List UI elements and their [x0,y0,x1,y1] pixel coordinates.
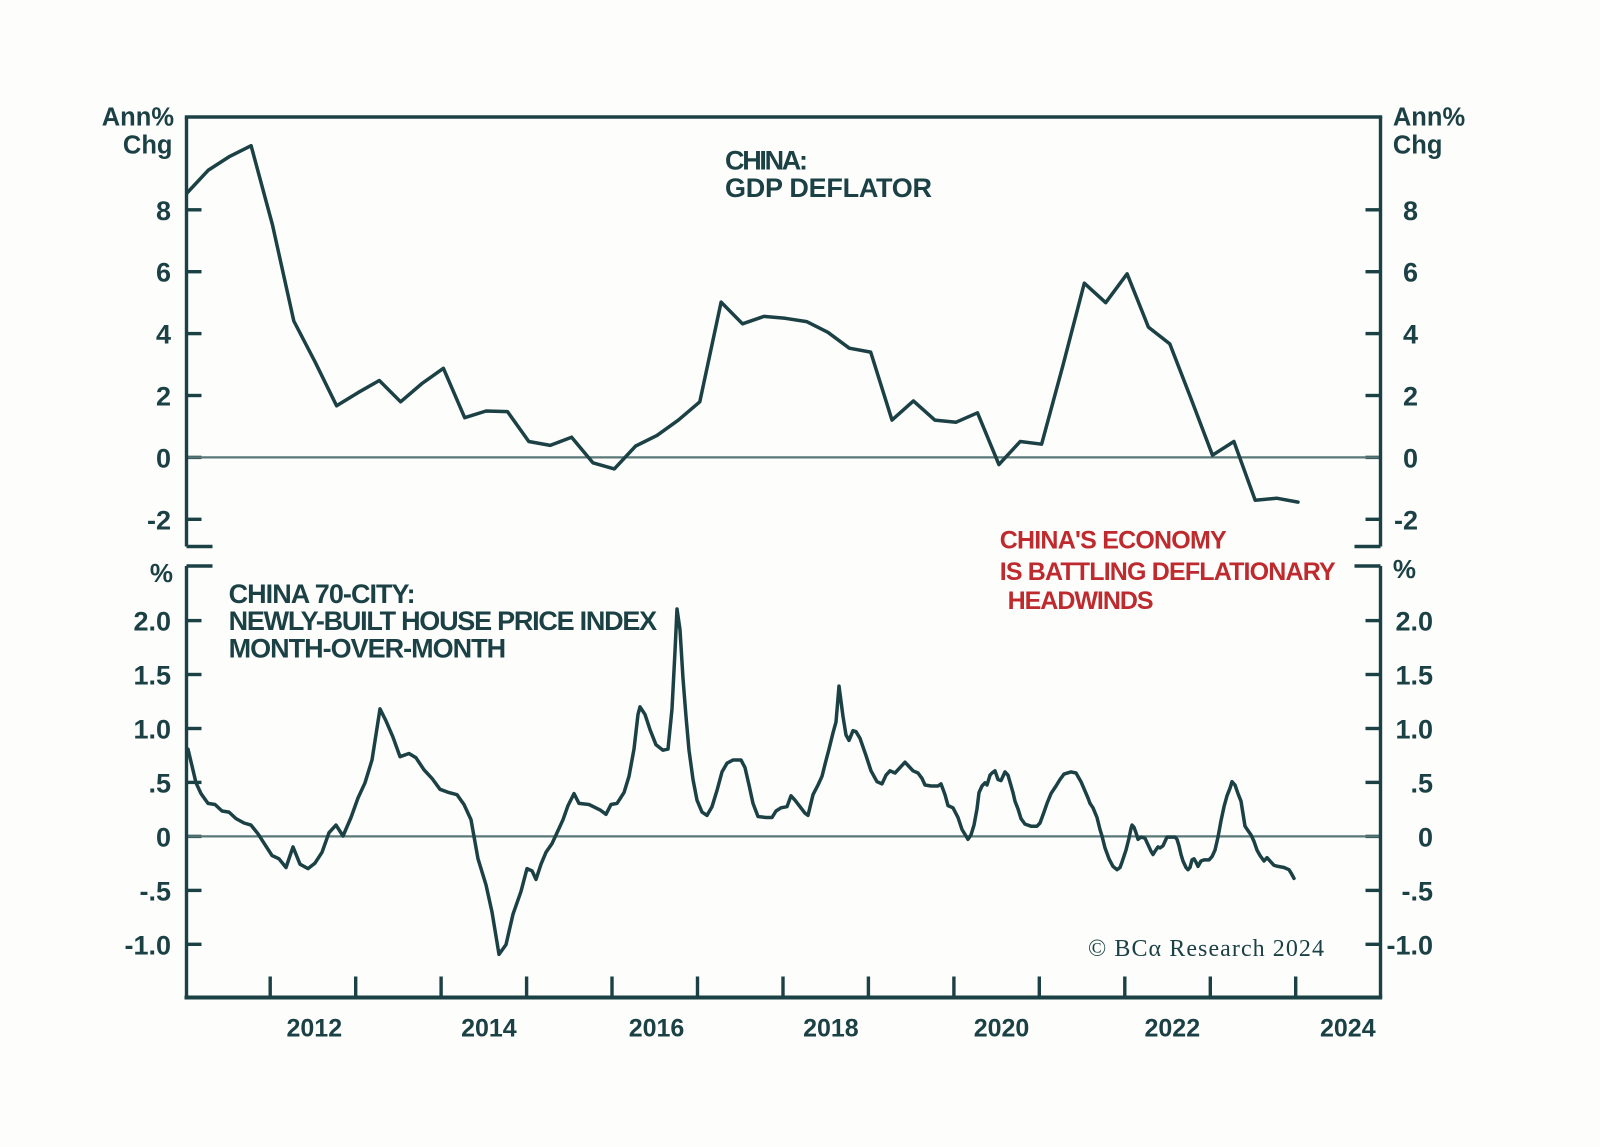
svg-text:Ann%: Ann% [102,104,174,132]
svg-text:1.5: 1.5 [1395,661,1433,691]
svg-text:CHINA'S ECONOMY: CHINA'S ECONOMY [1000,527,1227,555]
svg-text:2022: 2022 [1144,1015,1200,1043]
svg-text:2016: 2016 [629,1015,685,1043]
svg-text:HEADWINDS: HEADWINDS [1008,587,1154,615]
svg-text:.5: .5 [148,768,171,798]
svg-text:2018: 2018 [803,1015,859,1043]
svg-text:0: 0 [156,443,171,473]
svg-text:2.0: 2.0 [133,607,171,637]
svg-text:-.5: -.5 [1401,876,1433,906]
svg-text:1.0: 1.0 [1395,715,1433,745]
svg-text:MONTH-OVER-MONTH: MONTH-OVER-MONTH [229,634,507,664]
svg-text:%: % [1393,554,1416,584]
svg-text:NEWLY-BUILT HOUSE PRICE INDEX: NEWLY-BUILT HOUSE PRICE INDEX [229,606,657,636]
svg-text:-1.0: -1.0 [1386,930,1433,960]
svg-text:.5: .5 [1410,768,1433,798]
svg-text:© BCα Research 2024: © BCα Research 2024 [1088,936,1324,962]
svg-text:8: 8 [156,196,171,226]
svg-text:6: 6 [1403,258,1418,288]
svg-text:0: 0 [156,822,171,852]
svg-text:2014: 2014 [461,1015,517,1043]
svg-text:2020: 2020 [974,1015,1030,1043]
svg-text:-1.0: -1.0 [124,930,171,960]
svg-text:-2: -2 [1394,505,1418,535]
svg-text:1.5: 1.5 [133,661,171,691]
svg-text:2: 2 [1403,382,1418,412]
svg-text:0: 0 [1403,443,1418,473]
svg-text:CHINA:: CHINA: [725,146,808,176]
svg-text:0: 0 [1418,822,1433,852]
svg-text:2: 2 [156,382,171,412]
svg-text:2024: 2024 [1320,1015,1376,1043]
svg-text:Chg: Chg [1393,132,1443,160]
svg-text:1.0: 1.0 [133,715,171,745]
svg-text:6: 6 [156,258,171,288]
svg-text:IS BATTLING DEFLATIONARY: IS BATTLING DEFLATIONARY [1000,558,1336,586]
svg-text:2.0: 2.0 [1395,607,1433,637]
svg-text:4: 4 [156,320,171,350]
svg-text:-.5: -.5 [139,876,171,906]
svg-text:CHINA 70-CITY:: CHINA 70-CITY: [229,579,416,609]
svg-text:GDP DEFLATOR: GDP DEFLATOR [725,173,932,203]
svg-text:Ann%: Ann% [1393,104,1465,132]
svg-text:2012: 2012 [286,1015,342,1043]
svg-text:%: % [150,558,173,588]
svg-text:Chg: Chg [123,132,173,160]
svg-text:8: 8 [1403,196,1418,226]
svg-text:-2: -2 [147,505,171,535]
svg-text:4: 4 [1403,320,1418,350]
